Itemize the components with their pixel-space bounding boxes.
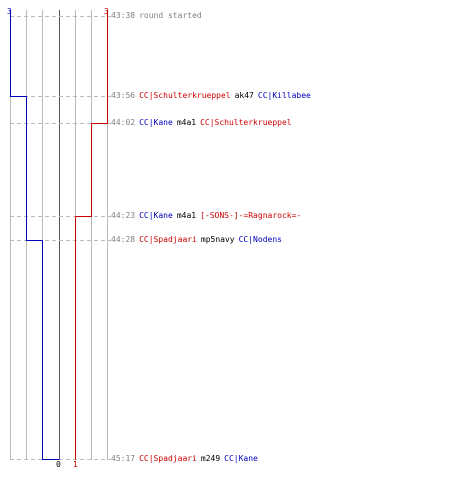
weapon-name: m4a1 bbox=[176, 211, 197, 220]
weapon-name: ak47 bbox=[234, 91, 254, 100]
red-team-end-count: 1 bbox=[73, 460, 78, 469]
event-row: 44:28 CC|Spadjaari mp5navy CC|Nodens bbox=[111, 234, 286, 246]
victim-name: [-SONS-]-=Ragnarock=- bbox=[200, 211, 302, 220]
victim-name: CC|Kane bbox=[224, 454, 258, 463]
blue-team-start-count: 3 bbox=[7, 7, 12, 16]
killer-name: CC|Spadjaari bbox=[139, 235, 197, 244]
event-time: 44:28 bbox=[111, 235, 136, 244]
red-team-start-count: 3 bbox=[104, 7, 109, 16]
event-time: 43:38 bbox=[111, 11, 136, 20]
killer-name: CC|Kane bbox=[139, 211, 173, 220]
victim-name: CC|Nodens bbox=[238, 235, 282, 244]
event-row: 43:38 round started bbox=[111, 10, 206, 22]
event-time: 43:56 bbox=[111, 91, 136, 100]
event-time: 45:17 bbox=[111, 454, 136, 463]
red-team-line bbox=[75, 10, 108, 460]
weapon-name: mp5navy bbox=[200, 235, 235, 244]
event-time: 44:23 bbox=[111, 211, 136, 220]
weapon-name: m249 bbox=[200, 454, 221, 463]
killer-name: CC|Schulterkrueppel bbox=[139, 91, 231, 100]
victim-name: CC|Schulterkrueppel bbox=[200, 118, 292, 127]
killer-name: CC|Kane bbox=[139, 118, 173, 127]
weapon-name: m4a1 bbox=[176, 118, 197, 127]
killer-name: CC|Spadjaari bbox=[139, 454, 197, 463]
grid-lines bbox=[10, 10, 108, 460]
event-row: 44:02 CC|Kane m4a1 CC|Schulterkrueppel bbox=[111, 117, 296, 129]
event-dash-lines bbox=[10, 16, 111, 460]
event-message: round started bbox=[139, 11, 202, 20]
event-row: 44:23 CC|Kane m4a1 [-SONS-]-=Ragnarock=- bbox=[111, 210, 305, 222]
victim-name: CC|Killabee bbox=[257, 91, 311, 100]
blue-team-line bbox=[10, 10, 60, 460]
event-row: 43:56 CC|Schulterkrueppel ak47 CC|Killabee bbox=[111, 90, 315, 102]
zero-label: 0 bbox=[56, 460, 61, 469]
event-time: 44:02 bbox=[111, 118, 136, 127]
event-row: 45:17 CC|Spadjaari m249 CC|Kane bbox=[111, 453, 262, 465]
